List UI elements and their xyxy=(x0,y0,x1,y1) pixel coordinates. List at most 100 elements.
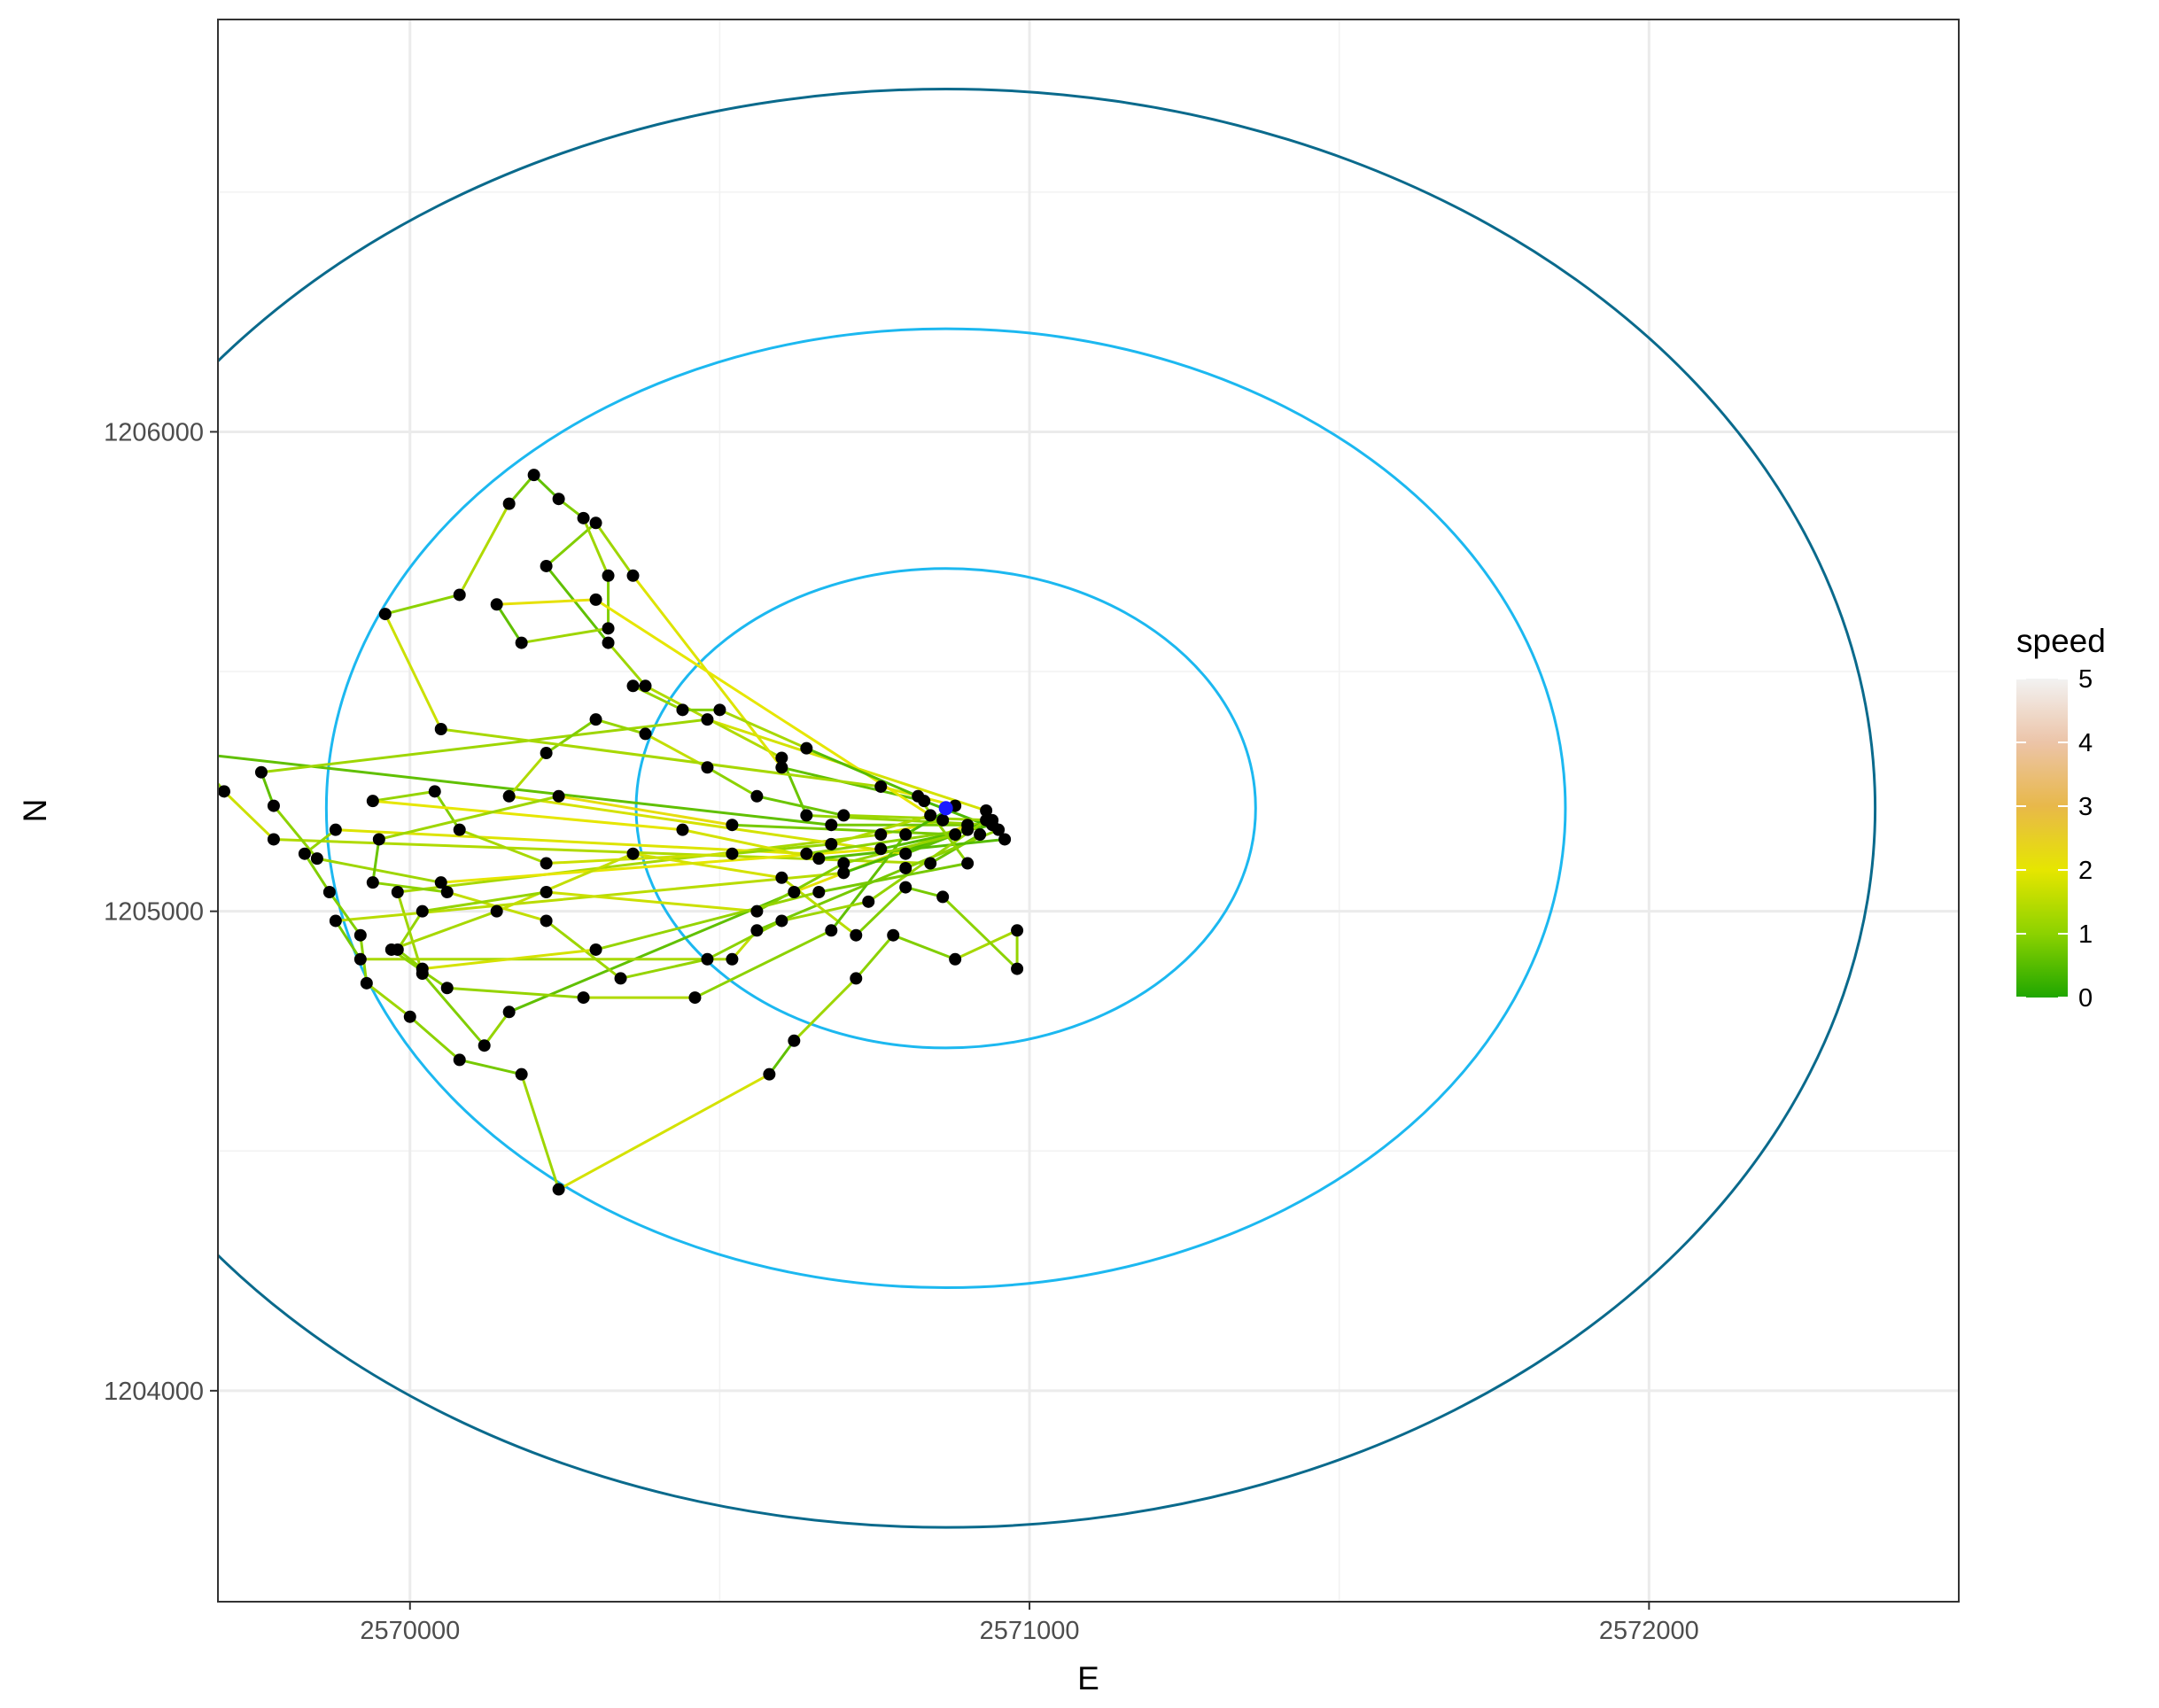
y-tick-label: 1206000 xyxy=(104,418,204,446)
track-segment xyxy=(817,862,969,894)
track-segment xyxy=(328,890,362,937)
track-point xyxy=(552,789,565,803)
track-point xyxy=(800,809,813,822)
track-point xyxy=(552,493,565,506)
track-point xyxy=(750,904,764,918)
track-point xyxy=(366,795,379,808)
track-point xyxy=(775,914,788,928)
range-circles xyxy=(218,88,1876,1529)
track-point xyxy=(577,991,590,1005)
track-point xyxy=(688,991,702,1005)
track-segment xyxy=(520,1073,561,1192)
track-point xyxy=(899,861,913,874)
track-point xyxy=(713,703,726,717)
track-segment xyxy=(680,828,820,860)
track-segment xyxy=(607,641,648,687)
track-point xyxy=(998,833,1012,846)
track-point xyxy=(391,886,404,899)
track-point xyxy=(453,1053,466,1067)
track-point xyxy=(980,804,993,817)
track-segment xyxy=(371,837,381,884)
track-point xyxy=(862,895,875,908)
track-point xyxy=(552,1183,565,1196)
track-segment xyxy=(730,842,833,856)
track-segment xyxy=(904,886,944,898)
track-segment xyxy=(458,502,511,596)
track-segment xyxy=(218,754,833,827)
track-point xyxy=(837,809,850,822)
track-point xyxy=(602,636,615,649)
track-point xyxy=(602,622,615,635)
track-point xyxy=(187,747,199,759)
legend-tick-label: 3 xyxy=(2078,793,2093,821)
track-point xyxy=(353,952,367,966)
track-point xyxy=(626,847,640,860)
track-point xyxy=(540,914,553,928)
track-point xyxy=(353,928,367,942)
track-point xyxy=(899,881,913,894)
track-segment xyxy=(545,890,758,913)
track-point xyxy=(924,809,937,822)
track-segment xyxy=(941,895,1019,971)
track-segment xyxy=(303,828,338,856)
track-segment xyxy=(303,852,331,894)
track-point xyxy=(837,857,850,870)
track-point xyxy=(1011,962,1024,975)
track-point xyxy=(701,761,714,774)
track-point xyxy=(936,890,950,904)
track-segment xyxy=(705,919,783,961)
track-segment xyxy=(396,833,882,894)
track-point xyxy=(527,469,540,482)
track-segment xyxy=(705,765,758,798)
track-segment xyxy=(916,795,969,866)
track-point xyxy=(391,943,404,956)
track-segment xyxy=(730,823,957,836)
track-point xyxy=(453,588,466,602)
track-point xyxy=(218,785,230,798)
track-point xyxy=(812,852,826,866)
track-point xyxy=(540,559,553,572)
track-segment xyxy=(495,602,524,645)
track-point xyxy=(403,1010,416,1023)
track-point xyxy=(850,928,863,942)
legend-tick-label: 1 xyxy=(2078,920,2093,949)
track-segment xyxy=(421,890,548,913)
plot-panel-border xyxy=(217,19,1960,1603)
track-point xyxy=(980,813,993,827)
track-point xyxy=(800,847,813,860)
track-point xyxy=(912,789,925,803)
track-segment xyxy=(371,789,437,803)
track-point xyxy=(626,679,640,693)
y-tick-label: 1204000 xyxy=(104,1378,204,1406)
track-point xyxy=(961,823,975,836)
track-segment xyxy=(755,795,845,817)
track-segment xyxy=(458,828,548,866)
track-point xyxy=(775,751,788,765)
track-segment xyxy=(842,833,957,866)
track-point xyxy=(329,823,342,836)
track-point xyxy=(589,593,602,606)
track-point xyxy=(676,823,689,836)
track-point xyxy=(874,828,888,842)
grid-major-lines xyxy=(218,19,1959,1602)
track-point xyxy=(825,837,838,850)
track-segment xyxy=(421,948,598,971)
track-point xyxy=(899,847,913,860)
track-point xyxy=(788,886,801,899)
track-segment xyxy=(365,982,412,1019)
track-segment xyxy=(557,795,734,827)
track-segment xyxy=(508,473,536,506)
track-segment xyxy=(495,598,598,606)
track-point xyxy=(589,943,602,956)
track-point xyxy=(639,727,652,741)
track-segment xyxy=(594,521,635,578)
track-segment xyxy=(260,718,709,774)
y-tick-label: 1205000 xyxy=(104,898,204,927)
legend-colorbar xyxy=(2016,679,2068,998)
track-point xyxy=(974,828,987,842)
track-point xyxy=(540,886,553,899)
track-point xyxy=(254,765,268,779)
track-point xyxy=(329,914,342,928)
track-segment xyxy=(390,910,499,951)
x-axis: 2570000 2571000 2572000 xyxy=(360,1602,1699,1645)
